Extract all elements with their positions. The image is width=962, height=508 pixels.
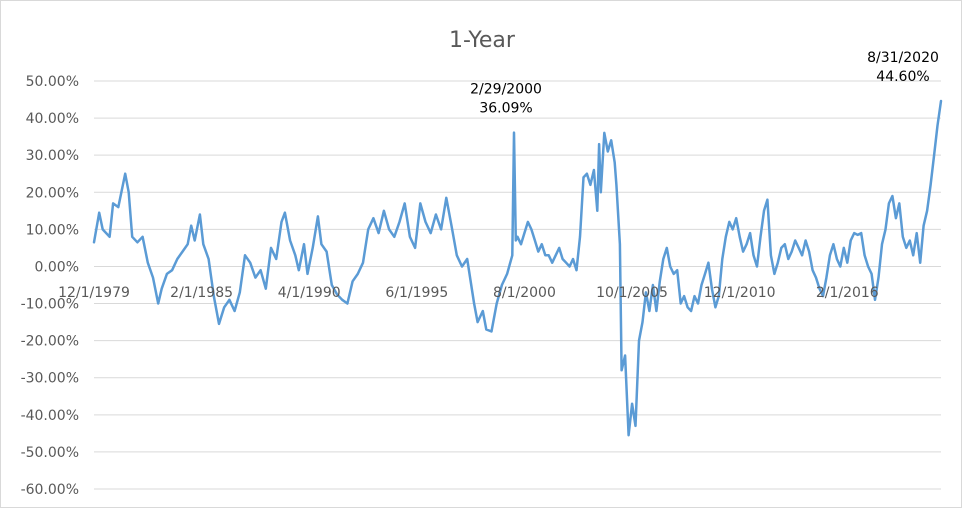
x-tick-label: 2/1/1985: [170, 285, 233, 301]
series-line: [92, 99, 943, 437]
annotation-value: 44.60%: [876, 69, 929, 85]
y-axis-tick-labels: 50.00% 40.00% 30.00% 20.00% 10.00% 0.00% -10.0…: [21, 74, 79, 498]
y-tick-label: 20.00%: [26, 185, 79, 201]
y-tick-label: -20.00%: [21, 334, 79, 350]
x-tick-label: 12/1/2010: [704, 285, 776, 301]
x-tick-label: 10/1/2005: [596, 285, 668, 301]
y-tick-label: 40.00%: [26, 111, 79, 127]
annotations: 2/29/2000 36.09% 8/31/2020 44.60%: [470, 50, 939, 117]
y-tick-label: 30.00%: [26, 148, 79, 164]
x-axis-tick-labels: 12/1/1979 2/1/1985 4/1/1990 6/1/1995 8/1/200…: [58, 285, 879, 301]
y-tick-label: -60.00%: [21, 482, 79, 498]
y-tick-label: -30.00%: [21, 371, 79, 387]
y-tick-label: -50.00%: [21, 445, 79, 461]
x-tick-label: 8/1/2000: [493, 285, 556, 301]
annotation-date: 8/31/2020: [867, 50, 939, 66]
y-tick-label: 0.00%: [35, 259, 79, 275]
y-tick-label: -10.00%: [21, 297, 79, 313]
y-tick-label: -40.00%: [21, 408, 79, 424]
y-tick-label: 10.00%: [26, 222, 79, 238]
y-tick-label: 50.00%: [26, 74, 79, 90]
series-line-layer: [92, 99, 943, 437]
chart-title: 1-Year: [449, 28, 516, 53]
annotation-value: 36.09%: [479, 101, 532, 117]
annotation-date: 2/29/2000: [470, 82, 542, 98]
x-tick-label: 4/1/1990: [278, 285, 341, 301]
x-tick-label: 12/1/1979: [58, 285, 130, 301]
gridlines: [94, 80, 941, 490]
x-tick-label: 6/1/1995: [385, 285, 448, 301]
x-tick-label: 2/1/2016: [816, 285, 879, 301]
